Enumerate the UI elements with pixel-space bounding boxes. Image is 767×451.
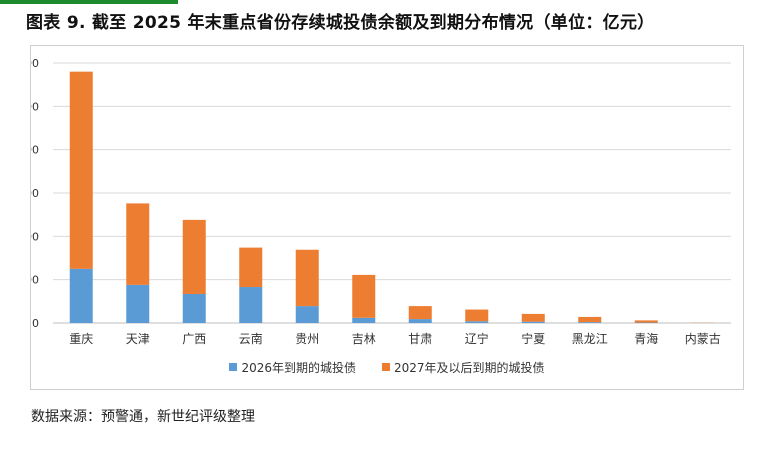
x-tick-label: 黑龙江 [572,332,608,346]
bar-segment-2027plus [126,203,150,285]
legend-swatch-2026 [229,363,238,371]
x-tick-label: 辽宁 [465,331,489,346]
legend-item-2026: 2026年到期的城投债 [229,359,356,376]
y-tick-label: 2000 [31,230,39,243]
top-accent-strip [0,0,767,5]
x-tick-label: 广西 [182,332,206,346]
x-tick-label: 内蒙古 [685,331,721,346]
bar-segment-2026 [578,322,602,323]
y-tick-label: 3000 [31,187,39,200]
chart-frame: 0 1000 2000 3000 4000 5000 6000 重庆 天津 广西 云南 贵州 吉林 甘肃 辽… [30,45,744,390]
x-tick-label: 天津 [126,332,150,346]
bar-segment-2027plus [521,313,545,322]
legend-label-2027plus: 2027年及以后到期的城投债 [394,360,545,375]
top-green-bar [0,0,178,4]
x-tick-label: 吉林 [352,332,376,346]
x-tick-label: 甘肃 [408,332,432,346]
legend-label-2026: 2026年到期的城投债 [241,360,356,375]
y-tick-label: 1000 [31,274,39,287]
bar-segment-2027plus [408,306,432,320]
legend-swatch-2027plus [382,363,390,371]
y-tick-label: 0 [32,317,39,330]
y-tick-label: 6000 [31,57,39,70]
x-tick-label: 宁夏 [521,331,545,346]
x-tick-label: 重庆 [69,332,93,346]
bar-segment-2027plus [239,247,263,288]
bar-segment-2026 [521,321,545,323]
figure-title: 图表 9. 截至 2025 年末重点省份存续城投债余额及到期分布情况（单位：亿元… [26,13,655,33]
x-tick-label: 云南 [239,331,263,346]
bar-segment-2026 [182,293,206,323]
bar-segment-2026 [69,268,93,323]
bar-segment-2026 [465,321,489,323]
chart-legend: 2026年到期的城投债 2027年及以后到期的城投债 [31,357,743,377]
bar-segment-2026 [126,284,150,323]
bar-segment-2027plus [295,249,319,307]
x-tick-label: 贵州 [295,332,319,346]
y-tick-label: 4000 [31,144,39,157]
data-source-note: 数据来源：预警通，新世纪评级整理 [31,409,255,425]
bar-segment-2027plus [182,219,206,294]
x-tick-label: 青海 [634,331,658,346]
bar-segment-2027plus [352,274,376,318]
bar-segment-2027plus [634,320,658,323]
bar-segment-2026 [352,317,376,323]
bar-segment-2026 [408,319,432,323]
bar-segment-2027plus [69,71,93,269]
stacked-bar-chart: 0 1000 2000 3000 4000 5000 6000 重庆 天津 广西 云南 贵州 吉林 甘肃 辽… [31,57,731,346]
bar-segment-2026 [239,287,263,323]
bar-segment-2027plus [465,309,489,322]
bar-segment-2027plus [578,316,602,323]
bar-segment-2026 [295,306,319,323]
legend-item-2027plus: 2027年及以后到期的城投债 [382,359,545,376]
y-tick-label: 5000 [31,100,39,113]
